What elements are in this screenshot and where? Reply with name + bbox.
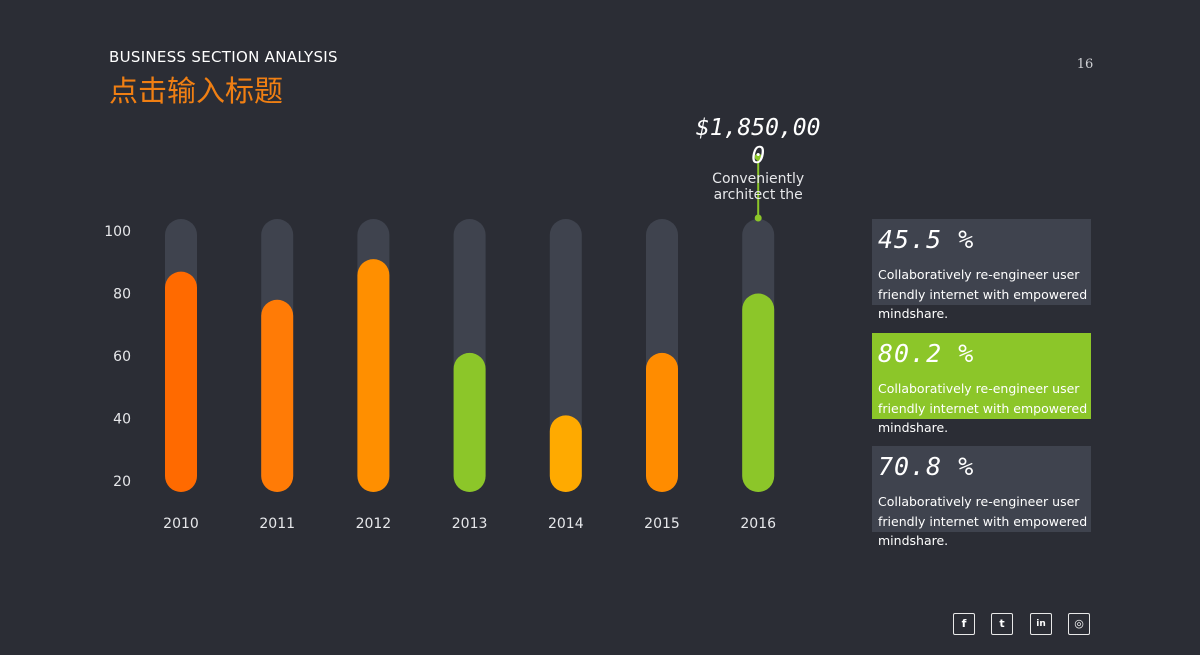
stat-percent: 70.8 %	[878, 452, 975, 481]
callout-text: Conveniently	[712, 171, 804, 187]
x-tick-label: 2015	[644, 516, 680, 532]
stat-line: mindshare.	[878, 533, 949, 548]
bar-chart: 20 40 60 80 100 2010 2011 2012 2013 2014 2015 2016 $…	[104, 115, 821, 532]
stat-percent: 80.2 %	[878, 339, 975, 368]
stat-line: friendly internet with empowered	[878, 400, 1088, 416]
callout-value: $1,850,00	[696, 115, 821, 141]
section-subtitle: BUSINESS SECTION ANALYSIS	[109, 48, 338, 66]
x-tick-label: 2011	[259, 516, 295, 532]
y-tick-label: 20	[113, 474, 131, 490]
bar	[261, 299, 294, 492]
x-tick-label: 2013	[452, 516, 488, 532]
instagram-icon[interactable]: ◎	[1068, 613, 1090, 635]
y-tick-label: 40	[113, 412, 131, 428]
linkedin-icon[interactable]: in	[1030, 613, 1052, 635]
facebook-icon[interactable]: f	[953, 613, 975, 635]
stat-box-2: 80.2 %	[872, 333, 1091, 419]
stat-description-1: Collaboratively re-engineer user friendl…	[878, 265, 1093, 324]
stat-line: Collaboratively re-engineer user	[878, 267, 1080, 282]
callout-dot	[754, 214, 762, 222]
callout-dot	[754, 153, 762, 161]
y-tick-label: 100	[104, 224, 131, 240]
stat-line: Collaboratively re-engineer user	[878, 381, 1080, 396]
bar	[742, 293, 775, 492]
y-tick-label: 60	[113, 349, 131, 365]
bar	[357, 259, 390, 492]
x-tick-label: 2016	[740, 516, 776, 532]
x-tick-label: 2012	[356, 516, 392, 532]
callout-value: 0	[751, 143, 765, 169]
x-tick-label: 2010	[163, 516, 199, 532]
stat-percent: 45.5 %	[878, 225, 975, 254]
bar	[165, 271, 197, 492]
page-number: 16	[1076, 57, 1094, 72]
stat-line: friendly internet with empowered	[878, 286, 1088, 302]
stat-line: mindshare.	[878, 306, 949, 321]
bar	[646, 352, 678, 492]
y-tick-label: 80	[113, 287, 131, 303]
stat-box-3: 70.8 %	[872, 446, 1091, 532]
bar	[549, 415, 582, 492]
twitter-icon[interactable]: t	[991, 613, 1013, 635]
stat-description-3: Collaboratively re-engineer user friendl…	[878, 492, 1093, 551]
x-tick-label: 2014	[548, 516, 584, 532]
stat-line: Collaboratively re-engineer user	[878, 494, 1080, 509]
stat-line: mindshare.	[878, 420, 949, 435]
callout-text: architect the	[714, 187, 803, 203]
page-title: 点击输入标题	[109, 74, 284, 108]
stat-line: friendly internet with empowered	[878, 513, 1088, 529]
stat-box-1: 45.5 %	[872, 219, 1091, 305]
stat-description-2: Collaboratively re-engineer user friendl…	[878, 379, 1093, 438]
bar	[453, 352, 486, 492]
